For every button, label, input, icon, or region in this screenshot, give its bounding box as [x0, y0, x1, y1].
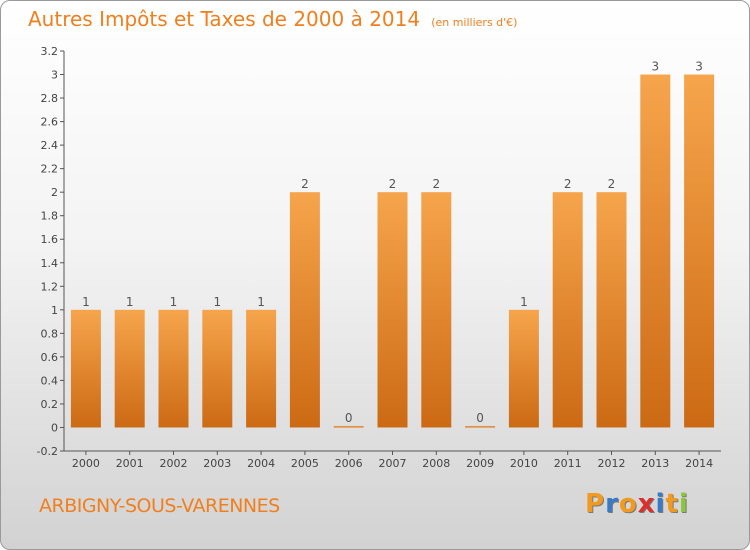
bar-value-label: 2	[432, 177, 440, 191]
bar	[246, 309, 277, 428]
bar-value-label: 3	[651, 60, 659, 74]
x-tick-label: 2010	[510, 457, 538, 470]
x-tick-label: 2006	[335, 457, 363, 470]
bar-value-label: 2	[564, 177, 572, 191]
y-tick-label: -0.2	[37, 445, 58, 458]
x-tick-label: 2011	[554, 457, 582, 470]
bar	[377, 192, 408, 428]
bar-value-label: 1	[126, 295, 134, 309]
chart-unit-note: (en milliers d'€)	[431, 16, 518, 29]
y-tick-label: 1.6	[41, 233, 59, 246]
bar-value-label: 0	[345, 411, 353, 425]
brand-letter: i	[678, 489, 689, 519]
x-tick-label: 2013	[641, 457, 669, 470]
bar	[508, 309, 539, 428]
chart-title: Autres Impôts et Taxes de 2000 à 2014	[28, 7, 421, 31]
y-tick-label: 0.4	[41, 374, 59, 387]
bar-value-label: 2	[301, 177, 309, 191]
x-tick-label: 2004	[247, 457, 275, 470]
bar	[70, 309, 101, 428]
bar-value-label: 3	[695, 60, 703, 74]
y-tick-label: 0.2	[41, 398, 59, 411]
y-tick-label: 0.6	[41, 351, 59, 364]
bar	[465, 425, 496, 428]
y-tick-label: 1.8	[41, 210, 59, 223]
x-tick-label: 2014	[685, 457, 713, 470]
y-tick-label: 3	[51, 69, 58, 82]
bar-value-label: 1	[170, 295, 178, 309]
x-tick-label: 2005	[291, 457, 319, 470]
brand-letter: P	[585, 489, 606, 519]
bar-value-label: 1	[257, 295, 265, 309]
y-tick-label: 2.8	[41, 92, 59, 105]
bar	[202, 309, 233, 428]
y-tick-label: 0.8	[41, 327, 59, 340]
bar-value-label: 2	[608, 177, 616, 191]
x-tick-label: 2000	[72, 457, 100, 470]
x-tick-label: 2008	[422, 457, 450, 470]
brand-letter: x	[637, 489, 656, 519]
y-tick-label: 1.4	[41, 257, 59, 270]
y-tick-label: 1	[51, 304, 58, 317]
x-tick-label: 2012	[598, 457, 626, 470]
x-tick-label: 2009	[466, 457, 494, 470]
x-tick-label: 2002	[160, 457, 188, 470]
x-tick-label: 2003	[203, 457, 231, 470]
y-tick-label: 1.2	[41, 280, 59, 293]
y-tick-label: 2.6	[41, 116, 59, 129]
y-tick-label: 3.2	[41, 45, 59, 58]
brand-letter: o	[618, 489, 638, 519]
y-tick-label: 2.2	[41, 163, 59, 176]
bar	[684, 74, 715, 428]
x-tick-label: 2007	[379, 457, 407, 470]
y-tick-label: 2.4	[41, 139, 59, 152]
bar	[114, 309, 145, 428]
chart-header: Autres Impôts et Taxes de 2000 à 2014 (e…	[28, 7, 517, 31]
bar-value-label: 0	[476, 411, 484, 425]
place-name: ARBIGNY-SOUS-VARENNES	[39, 495, 280, 517]
bar-value-label: 2	[389, 177, 397, 191]
bar	[596, 192, 627, 428]
brand-letter: t	[665, 489, 679, 519]
y-tick-label: 0	[51, 421, 58, 434]
brand-logo: Proxiti	[585, 489, 689, 519]
bar-value-label: 1	[82, 295, 90, 309]
bar-value-label: 1	[213, 295, 221, 309]
bar-value-label: 1	[520, 295, 528, 309]
x-tick-label: 2001	[116, 457, 144, 470]
bar	[421, 192, 452, 428]
bar	[289, 192, 320, 428]
bar	[158, 309, 189, 428]
bar	[333, 425, 364, 428]
bar	[640, 74, 671, 428]
brand-letter: i	[655, 489, 666, 519]
y-tick-label: 2	[51, 186, 58, 199]
bar	[552, 192, 583, 428]
brand-letter: r	[605, 489, 619, 519]
